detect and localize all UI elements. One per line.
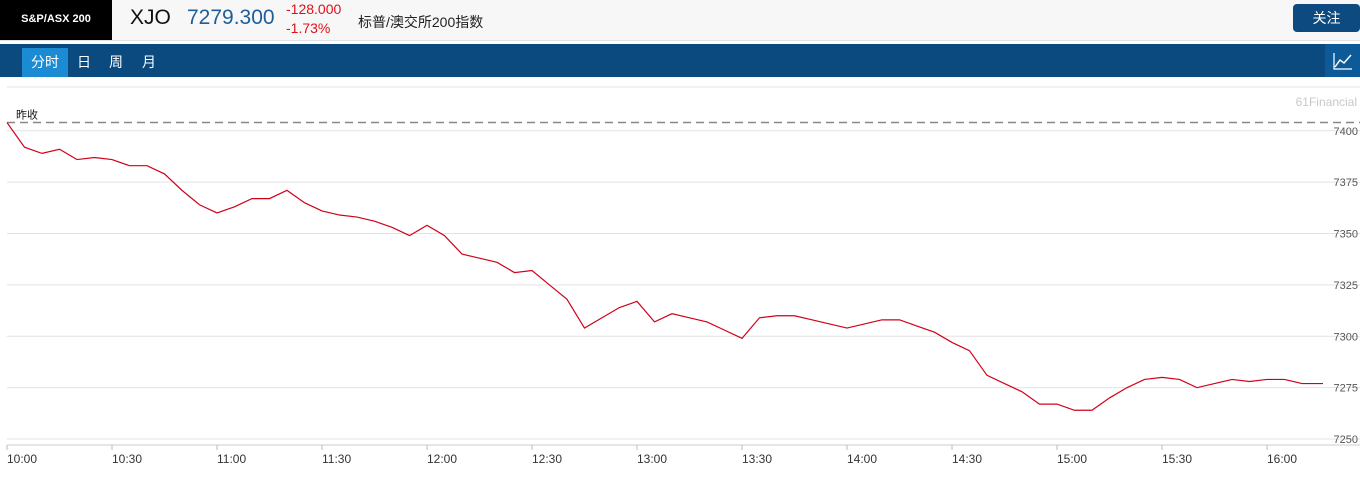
tab-bar: 分时 日 周 月 xyxy=(0,44,1360,77)
chart: 61Financial 7250 7275 7300 7325 7350 7375 7400… xyxy=(6,86,1360,466)
x-tick-label: 13:00 xyxy=(637,452,667,466)
x-tick-label: 10:00 xyxy=(7,452,37,466)
x-tick-label: 12:00 xyxy=(427,452,457,466)
prev-close-label: 昨收 xyxy=(16,108,38,122)
tab[interactable]: 日 xyxy=(77,54,91,70)
x-tick-label: 14:00 xyxy=(847,452,877,466)
tab[interactable]: 分时 xyxy=(22,48,68,77)
tab[interactable]: 月 xyxy=(142,54,156,70)
icon-line xyxy=(1334,54,1352,68)
y-tick-label: 7400 xyxy=(1334,126,1358,138)
y-tick-label: 7375 xyxy=(1334,177,1358,189)
x-tick-label: 11:00 xyxy=(217,452,246,466)
x-tick-label: 10:30 xyxy=(112,452,142,466)
watermark: 61Financial xyxy=(1296,95,1357,109)
x-tick-label: 15:30 xyxy=(1162,452,1192,466)
icon-svg xyxy=(1333,53,1352,70)
change-pct: -1.73% xyxy=(286,20,331,36)
index-name: 标普/澳交所200指数 xyxy=(358,14,484,30)
y-tick-label: 7350 xyxy=(1334,229,1358,241)
chart-icon[interactable] xyxy=(1325,44,1360,77)
icon-axis xyxy=(1333,53,1352,70)
price: 7279.300 xyxy=(187,6,275,29)
change: -128.000 xyxy=(286,1,342,17)
symbol: XJO xyxy=(130,6,171,29)
index-badge: S&P/ASX 200 xyxy=(0,0,112,40)
price-line xyxy=(6,122,1323,411)
y-tick-label: 7325 xyxy=(1334,280,1358,292)
x-tick-label: 13:30 xyxy=(742,452,772,466)
follow-button[interactable]: 关注 xyxy=(1293,4,1360,32)
y-tick-label: 7250 xyxy=(1334,434,1358,446)
tab[interactable]: 周 xyxy=(109,54,123,70)
x-tick-label: 12:30 xyxy=(532,452,562,466)
y-tick-label: 7275 xyxy=(1334,383,1358,395)
x-tick-label: 14:30 xyxy=(952,452,982,466)
x-tick-label: 16:00 xyxy=(1267,452,1297,466)
y-tick-label: 7300 xyxy=(1334,331,1358,343)
x-tick-label: 15:00 xyxy=(1057,452,1087,466)
header: S&P/ASX 200 XJO 7279.300 -128.000 -1.73%… xyxy=(0,0,1360,41)
x-tick-label: 11:30 xyxy=(322,452,351,466)
